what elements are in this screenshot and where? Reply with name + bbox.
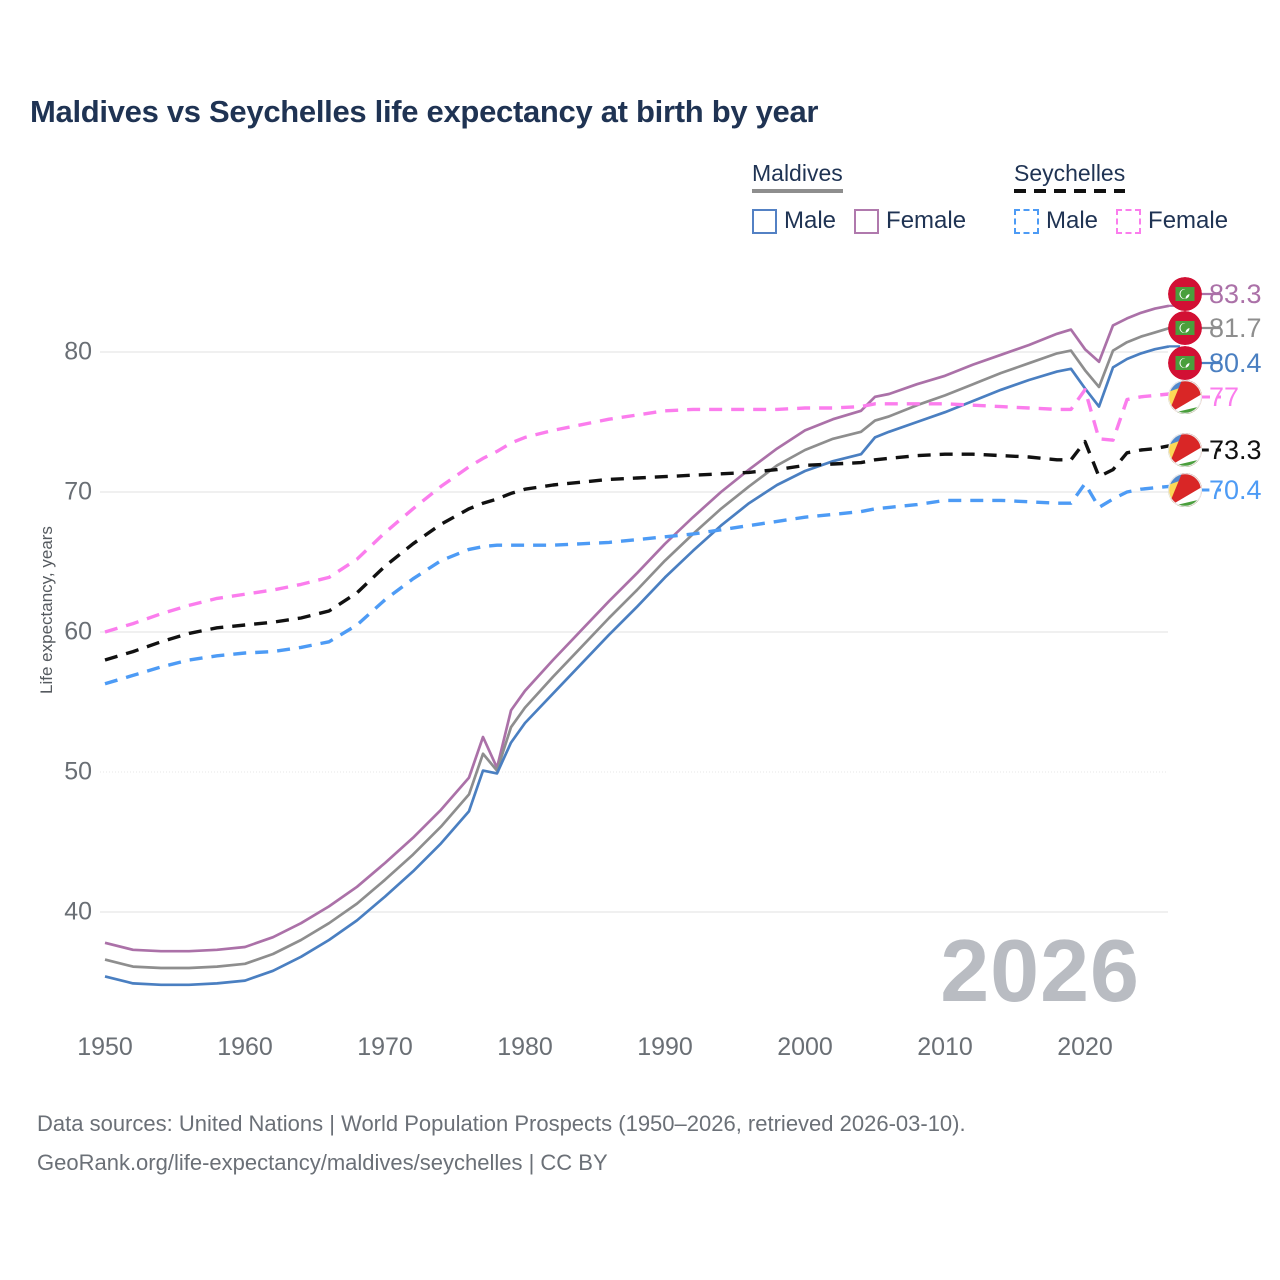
page-title: Maldives vs Seychelles life expectancy a… bbox=[30, 94, 819, 129]
legend-rule-solid bbox=[752, 189, 843, 193]
end-label-value: 70.4 bbox=[1209, 474, 1262, 505]
y-axis-label: Life expectancy, years bbox=[37, 526, 56, 694]
series-line bbox=[104, 439, 1170, 662]
legend-item-label: Female bbox=[1148, 207, 1229, 234]
x-tick-label: 1950 bbox=[77, 1033, 133, 1061]
legend-item-maldives-female[interactable]: Female bbox=[854, 207, 966, 235]
seychelles-flag-icon bbox=[1168, 473, 1202, 507]
x-tick-label: 1980 bbox=[497, 1033, 553, 1061]
series-line bbox=[104, 388, 1170, 634]
x-tick-label: 1970 bbox=[357, 1033, 413, 1061]
end-label-value: 81.7 bbox=[1209, 312, 1262, 343]
end-label: 77 bbox=[1168, 380, 1239, 414]
legend-item-maldives-male[interactable]: Male bbox=[752, 207, 836, 235]
x-tick-label: 1960 bbox=[217, 1033, 273, 1061]
end-label: 81.7 bbox=[1168, 311, 1262, 345]
country-flag bbox=[1168, 277, 1202, 311]
chart-legend: Maldives Male Female Seychelles bbox=[752, 160, 1252, 240]
x-tick-label: 2010 bbox=[917, 1033, 973, 1061]
series-line bbox=[104, 304, 1170, 953]
seychelles-flag-icon bbox=[1168, 380, 1202, 414]
country-flag bbox=[1168, 311, 1202, 345]
series-line bbox=[104, 345, 1170, 987]
country-flag bbox=[1168, 433, 1202, 467]
y-tick-label: 40 bbox=[64, 897, 92, 926]
country-flag bbox=[1168, 346, 1202, 380]
end-label-value: 77 bbox=[1209, 381, 1240, 412]
legend-swatch-icon bbox=[752, 208, 777, 234]
legend-swatch-icon bbox=[1116, 208, 1142, 234]
maldives-flag-icon bbox=[1168, 346, 1202, 380]
maldives-flag-icon bbox=[1168, 311, 1202, 345]
legend-group-title: Seychelles bbox=[1014, 160, 1126, 198]
seychelles-flag-icon bbox=[1168, 433, 1202, 467]
legend-item-label: Female bbox=[886, 207, 967, 234]
y-tick-label: 50 bbox=[64, 757, 92, 786]
y-tick-label: 70 bbox=[64, 477, 92, 506]
footer-line-1: Data sources: United Nations | World Pop… bbox=[37, 1111, 966, 1136]
legend-rule-dashed bbox=[1014, 189, 1126, 193]
x-tick-label: 1990 bbox=[637, 1033, 693, 1061]
series-line bbox=[104, 326, 1170, 970]
legend-group-maldives: Maldives Male Female bbox=[752, 160, 966, 235]
country-flag bbox=[1168, 473, 1202, 507]
x-tick-label: 2000 bbox=[777, 1033, 833, 1061]
end-label: 83.3 bbox=[1168, 277, 1262, 311]
end-label-value: 83.3 bbox=[1209, 278, 1262, 309]
footer-line-2: GeoRank.org/life-expectancy/maldives/sey… bbox=[37, 1149, 608, 1175]
legend-group-title: Maldives bbox=[752, 160, 843, 198]
legend-item-seychelles-male[interactable]: Male bbox=[1014, 207, 1098, 235]
legend-group-seychelles: Seychelles Male Female bbox=[1014, 160, 1228, 235]
legend-item-seychelles-female[interactable]: Female bbox=[1116, 207, 1228, 235]
x-tick-label: 2020 bbox=[1057, 1033, 1113, 1061]
footer-credits: Data sources: United Nations | World Pop… bbox=[37, 1105, 966, 1182]
legend-swatch-icon bbox=[1014, 208, 1039, 234]
year-watermark: 2026 bbox=[940, 921, 1140, 1020]
end-label: 70.4 bbox=[1168, 473, 1262, 507]
end-label-value: 73.3 bbox=[1209, 434, 1262, 465]
series-line bbox=[104, 481, 1170, 686]
country-flag bbox=[1168, 380, 1202, 414]
end-label-value: 80.4 bbox=[1209, 347, 1262, 378]
end-label: 80.4 bbox=[1168, 346, 1262, 380]
legend-swatch-icon bbox=[854, 208, 880, 234]
end-label: 73.3 bbox=[1168, 433, 1262, 467]
legend-item-label: Male bbox=[784, 207, 837, 234]
y-tick-label: 80 bbox=[64, 337, 92, 366]
legend-item-label: Male bbox=[1046, 207, 1099, 234]
y-tick-label: 60 bbox=[64, 617, 92, 646]
maldives-flag-icon bbox=[1168, 277, 1202, 311]
